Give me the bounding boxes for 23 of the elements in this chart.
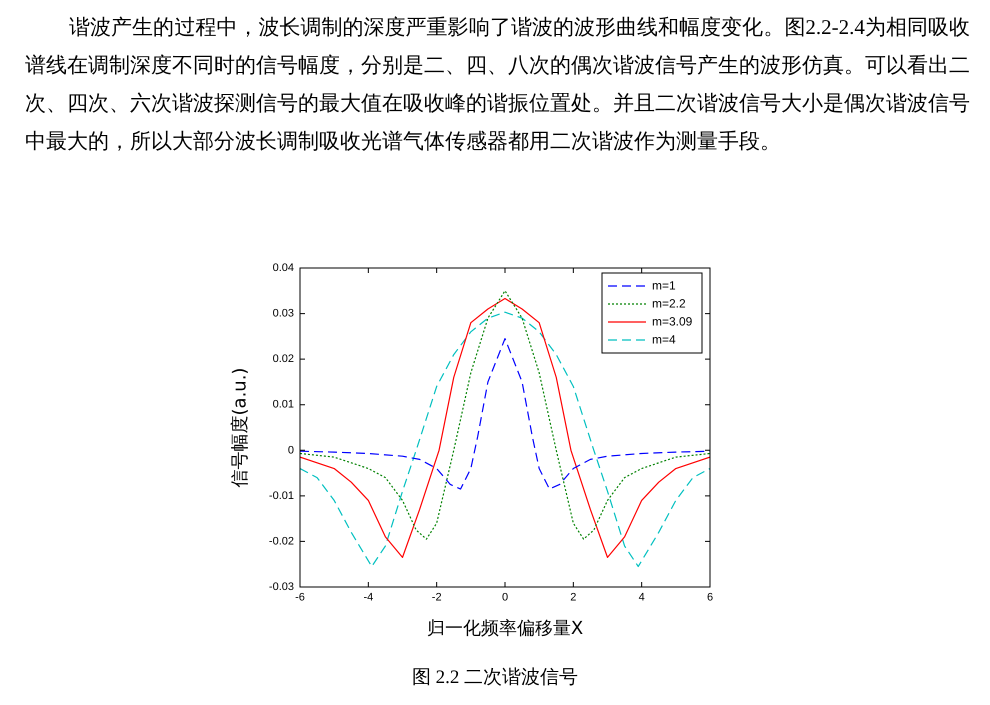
- legend-label: m=1: [652, 278, 676, 292]
- x-tick-label: 4: [638, 592, 645, 604]
- x-tick-label: 6: [706, 592, 714, 604]
- y-tick-label: 0.03: [272, 308, 294, 320]
- y-tick-label: -0.02: [268, 535, 294, 548]
- x-tick-label: -4: [363, 592, 374, 604]
- text: 谐波产生的过程中，波长调制的深度严重影响了谐波的波形曲线和幅度变化。图2.2-2.4为相同吸收谱线在调制深度不同时的信号幅度，分别是二、四、八次的偶次谐波信号产生的波形仿真。可以看出二次、四次、六次谐波探测信号的最大值在吸收峰的谐振位置处。并且二次谐波信号大小是偶次谐波信号中最大的，所以大部分波长调制吸收光谱气体传感器都用二次谐波作为测量手段。: [25, 14, 970, 155]
- x-tick-label: -6: [295, 592, 305, 604]
- y-tick-label: -0.03: [268, 581, 294, 594]
- x-axis-title: 归一化频率偏移量X: [426, 618, 584, 639]
- y-axis-title: 信号幅度(a.u.): [229, 368, 250, 488]
- x-tick-label: 2: [570, 592, 576, 604]
- legend-label: m=3.09: [652, 314, 693, 328]
- y-tick-label: 0.04: [272, 262, 294, 274]
- y-tick-label: 0.01: [272, 398, 294, 411]
- legend-label: m=4: [652, 332, 676, 346]
- x-tick-label: 0: [502, 592, 508, 604]
- x-tick-label: -2: [432, 592, 442, 604]
- legend-label: m=2.2: [652, 296, 686, 310]
- y-tick-label: 0.02: [272, 353, 294, 366]
- y-tick-label: -0.01: [268, 490, 294, 502]
- caption: 图 2.2 二次谐波信号: [410, 666, 580, 690]
- y-tick-label: 0: [288, 444, 294, 456]
